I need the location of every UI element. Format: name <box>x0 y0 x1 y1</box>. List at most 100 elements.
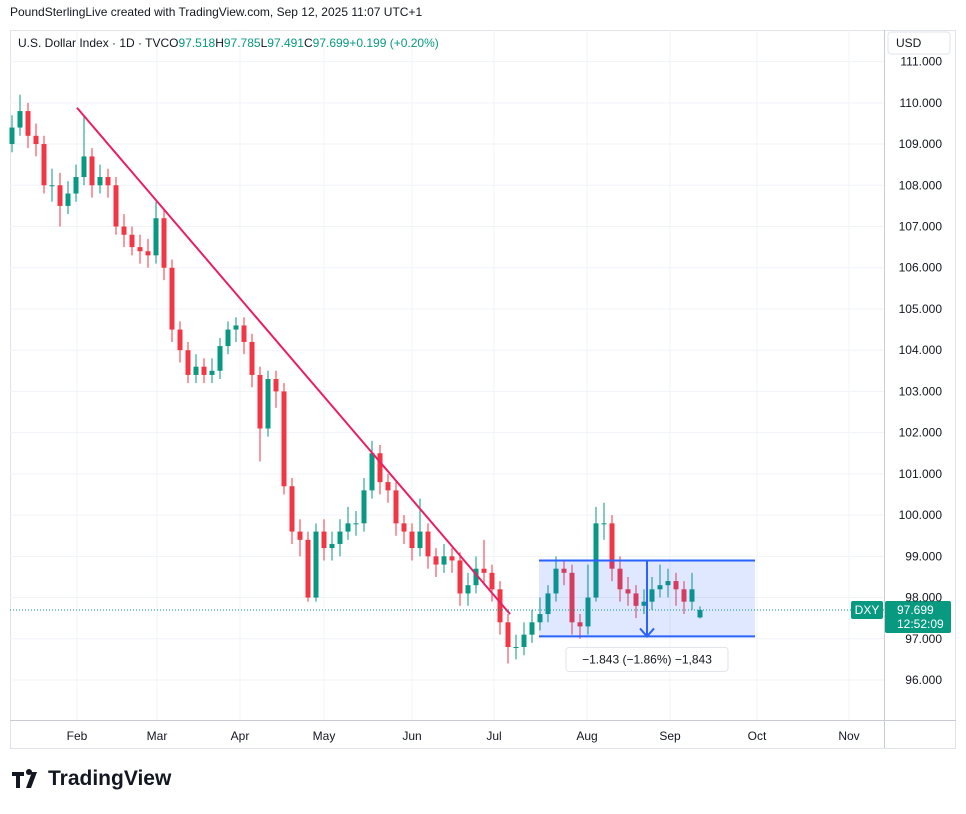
candle-body <box>89 156 95 186</box>
candle-body <box>369 453 375 491</box>
candle-body <box>353 523 359 525</box>
grid <box>10 30 884 720</box>
candle-body <box>241 325 247 342</box>
candle-body <box>377 453 383 483</box>
candle-body <box>129 234 135 248</box>
candle-body <box>489 572 495 590</box>
y-tick-label: 105.000 <box>899 302 943 316</box>
y-tick-label: 98.000 <box>905 591 942 605</box>
y-tick-label: 109.000 <box>899 137 943 151</box>
candle-body <box>105 177 111 186</box>
candle-body <box>313 531 319 598</box>
candle-body <box>553 568 559 594</box>
ticker: DXY <box>855 603 880 617</box>
candle-body <box>617 568 623 590</box>
candle-body <box>345 523 351 532</box>
candle-body <box>385 482 391 491</box>
candle-body <box>305 539 311 598</box>
candle-body <box>73 177 79 194</box>
candle-body <box>337 531 343 544</box>
candle-body <box>25 111 31 136</box>
candle-body <box>17 111 23 128</box>
candle-body <box>569 572 575 623</box>
x-tick-label: Jun <box>402 729 421 743</box>
candle-body <box>585 597 591 627</box>
candle-body <box>257 374 263 429</box>
candle-body <box>697 609 703 618</box>
x-tick-label: May <box>313 729 336 743</box>
candle-body <box>193 366 199 375</box>
candle-body <box>521 634 527 648</box>
y-tick-label: 102.000 <box>899 426 943 440</box>
last-price: 97.699 <box>897 603 934 617</box>
candle-body <box>641 601 647 606</box>
trend-line <box>76 107 511 615</box>
candle-body <box>473 568 479 586</box>
candle-body <box>513 647 519 649</box>
candle-body <box>185 350 191 375</box>
candle-body <box>409 531 415 549</box>
legend-change: +0.199 (+0.20%) <box>349 36 438 50</box>
legend-l: L <box>261 36 268 50</box>
logo-text: TradingView <box>48 767 172 790</box>
legend-o: O <box>169 36 178 50</box>
marks <box>9 94 703 664</box>
legend-c: C <box>304 36 313 50</box>
candle-body <box>153 218 159 256</box>
legend-high: 97.785 <box>224 36 261 50</box>
x-tick-label: Mar <box>147 729 168 743</box>
candle-body <box>401 523 407 532</box>
y-tick-label: 110.000 <box>900 96 943 110</box>
legend-h: H <box>215 36 224 50</box>
range-arrow <box>639 560 655 638</box>
candle-body <box>281 391 287 487</box>
candle-body <box>137 247 143 252</box>
candle-body <box>57 185 63 206</box>
candle-body <box>289 486 295 532</box>
y-tick-label: 101.000 <box>899 467 943 481</box>
y-tick-label: 103.000 <box>899 384 943 398</box>
candle-body <box>537 614 543 623</box>
candle-body <box>9 127 15 145</box>
candle-body <box>161 218 167 268</box>
candle-body <box>673 581 679 590</box>
candle-body <box>273 379 279 392</box>
candle-body <box>689 589 695 602</box>
countdown: 12:52:09 <box>897 617 944 631</box>
candle-body <box>321 531 327 549</box>
x-tick-label: Aug <box>576 729 597 743</box>
candle-body <box>577 622 583 627</box>
legend-close: 97.699 <box>313 36 350 50</box>
candle-body <box>649 589 655 602</box>
candle-body <box>481 568 487 573</box>
x-tick-label: Nov <box>838 729 859 743</box>
currency-box[interactable] <box>887 31 951 55</box>
range-label: −1.843 (−1.86%) −1,843 <box>582 652 712 666</box>
candle-body <box>201 366 207 375</box>
currency[interactable]: USD <box>896 36 922 50</box>
candle-body <box>169 267 175 330</box>
candle-body <box>681 589 687 602</box>
header: PoundSterlingLive created with TradingVi… <box>10 5 422 19</box>
candle-body <box>561 568 567 573</box>
candle-body <box>361 490 367 524</box>
y-tick-label: 96.000 <box>905 673 942 687</box>
logo: TradingView <box>12 767 172 790</box>
y-tick-label: 111.000 <box>900 55 942 69</box>
candle-body <box>657 585 663 590</box>
candle-body <box>113 185 119 227</box>
ticker-box <box>851 600 883 619</box>
candle-body <box>505 622 511 648</box>
range-label-box <box>565 646 729 672</box>
candle-body <box>609 523 615 569</box>
candle-body <box>233 325 239 330</box>
candle-body <box>177 329 183 351</box>
candle-body <box>393 490 399 524</box>
y-tick-label: 100.000 <box>899 508 943 522</box>
legend-symbol: U.S. Dollar Index · 1D · TVC <box>18 36 169 50</box>
candle-body <box>33 135 39 145</box>
candle-body <box>97 177 103 186</box>
candle-body <box>633 593 639 606</box>
candle-body <box>329 543 335 549</box>
